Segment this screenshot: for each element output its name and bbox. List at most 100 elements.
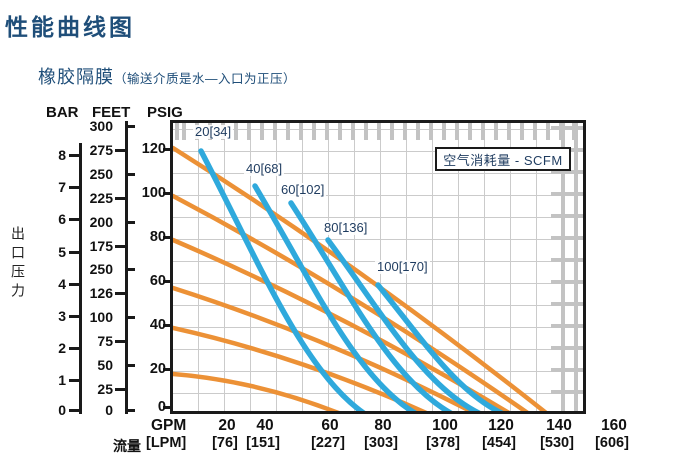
gpm-tick-label: 40	[256, 417, 274, 434]
air-consumption-curve-label: 80[136]	[322, 220, 370, 235]
x-axis-unit-gpm: GPM	[151, 417, 187, 434]
feet-axis-tick-label: 100	[89, 309, 113, 325]
lpm-tick-label: [76]	[212, 435, 238, 451]
bar-axis-tick-label: 1	[58, 372, 66, 388]
psig-axis-tick	[163, 324, 170, 327]
bar-axis-tick-label: 0	[58, 402, 66, 418]
legend-box: 空气消耗量 - SCFM	[435, 147, 571, 171]
lpm-tick-label: [378]	[426, 435, 460, 451]
lpm-tick-label: [151]	[246, 435, 280, 451]
lpm-tick-label: [303]	[364, 435, 398, 451]
feet-axis-tick	[115, 292, 125, 295]
bar-axis-tick	[69, 409, 79, 412]
feet-axis-tick-label: 250	[89, 261, 113, 277]
feet-axis-tick	[125, 268, 135, 271]
air-consumption-curve	[288, 200, 453, 411]
feet-axis-tick	[125, 173, 135, 176]
feet-axis-tick	[125, 316, 135, 319]
bar-axis-header: BAR	[46, 104, 79, 121]
chart-subtitle: 橡胶隔膜（输送介质是水—入口为正压）	[38, 63, 296, 89]
bar-axis-tick	[69, 218, 79, 221]
lpm-tick-label: [454]	[482, 435, 516, 451]
psig-axis-tick-label: 40	[149, 317, 166, 333]
bar-axis-tick	[69, 283, 79, 286]
gpm-tick-label: 80	[374, 417, 392, 434]
psig-axis-tick-label: 20	[149, 361, 166, 377]
bar-axis-tick-label: 8	[58, 147, 66, 163]
bar-axis-tick	[69, 315, 79, 318]
gpm-tick-label: 140	[546, 417, 572, 434]
air-consumption-curve	[325, 237, 482, 411]
feet-axis-tick-label: 0	[105, 402, 113, 418]
psig-axis-tick-label: 120	[141, 141, 166, 157]
psig-axis-tick	[163, 148, 170, 151]
pump-performance-curve	[173, 145, 548, 411]
feet-axis-tick-label: 275	[89, 142, 113, 158]
bar-axis-tick-label: 4	[58, 276, 66, 292]
psig-axis-tick-label: 0	[157, 399, 166, 415]
feet-axis-tick-label: 50	[97, 357, 113, 373]
psig-axis-tick	[163, 368, 170, 371]
bar-axis-tick-label: 2	[58, 340, 66, 356]
feet-axis-tick	[125, 364, 135, 367]
air-consumption-curve-label: 60[102]	[279, 182, 327, 197]
right-minor-ticks	[551, 126, 583, 411]
air-consumption-curve-label: 40[68]	[244, 161, 285, 176]
psig-axis-tick-label: 100	[141, 185, 166, 201]
gpm-tick-label: 120	[488, 417, 514, 434]
y-axis-unit-label: 出口压力	[10, 226, 26, 302]
psig-axis-tick	[163, 406, 170, 409]
plot-area: 20[34] 40[68] 60[102] 80[136] 100[170] 空气消耗量…	[170, 120, 586, 414]
gpm-tick-label: 60	[321, 417, 339, 434]
bar-axis-tick	[69, 186, 79, 189]
air-consumption-curve	[375, 282, 504, 411]
lpm-tick-label: [530]	[540, 435, 574, 451]
curves-canvas	[173, 145, 548, 411]
gpm-tick-label: 20	[218, 417, 236, 434]
air-consumption-curve-label: 100[170]	[375, 259, 430, 274]
psig-axis-header: PSIG	[147, 104, 183, 121]
bar-axis-tick	[69, 379, 79, 382]
bar-axis-tick-label: 7	[58, 179, 66, 195]
medium-note: （输送介质是水—入口为正压）	[114, 72, 297, 86]
feet-axis-tick	[125, 221, 135, 224]
bar-axis-tick-label: 5	[58, 244, 66, 260]
page-title: 性能曲线图	[5, 14, 135, 40]
bar-axis-tick-label: 3	[58, 308, 66, 324]
feet-axis-tick	[115, 197, 125, 200]
feet-axis-tick-label: 126	[89, 285, 113, 301]
flow-label: 流量	[113, 438, 141, 454]
air-consumption-curve-label: 20[34]	[193, 124, 234, 139]
psig-axis-tick	[163, 280, 170, 283]
top-minor-ticks	[173, 123, 583, 140]
bar-axis-line	[79, 143, 82, 414]
diaphragm-type-label: 橡胶隔膜	[38, 67, 114, 87]
feet-axis-tick-label: 225	[89, 190, 113, 206]
feet-axis-tick	[115, 149, 125, 152]
air-consumption-curve	[252, 183, 418, 411]
lpm-tick-label: [227]	[311, 435, 345, 451]
feet-axis-tick-label: 200	[89, 214, 113, 230]
pump-performance-curve	[173, 371, 340, 411]
feet-axis-tick	[115, 340, 125, 343]
lpm-tick-label: [606]	[595, 435, 629, 451]
pump-performance-curve	[173, 285, 476, 411]
air-consumption-curve	[198, 148, 366, 411]
feet-axis-tick-label: 25	[97, 381, 113, 397]
psig-axis-tick	[163, 236, 170, 239]
feet-axis-tick-label: 175	[89, 238, 113, 254]
gpm-tick-label: 100	[432, 417, 458, 434]
x-axis-unit-lpm: [LPM]	[146, 435, 187, 451]
feet-axis-tick-label: 75	[97, 333, 113, 349]
feet-axis-tick-label: 300	[89, 118, 113, 134]
gpm-tick-label: 160	[601, 417, 627, 434]
feet-axis-header: FEET	[92, 104, 131, 121]
bar-axis-tick	[69, 251, 79, 254]
feet-axis-tick	[125, 409, 135, 412]
feet-axis-tick-label: 250	[89, 166, 113, 182]
bar-axis-tick-label: 6	[58, 211, 66, 227]
bar-axis-tick	[69, 347, 79, 350]
bar-axis-tick	[69, 154, 79, 157]
psig-axis-tick-label: 60	[149, 273, 166, 289]
